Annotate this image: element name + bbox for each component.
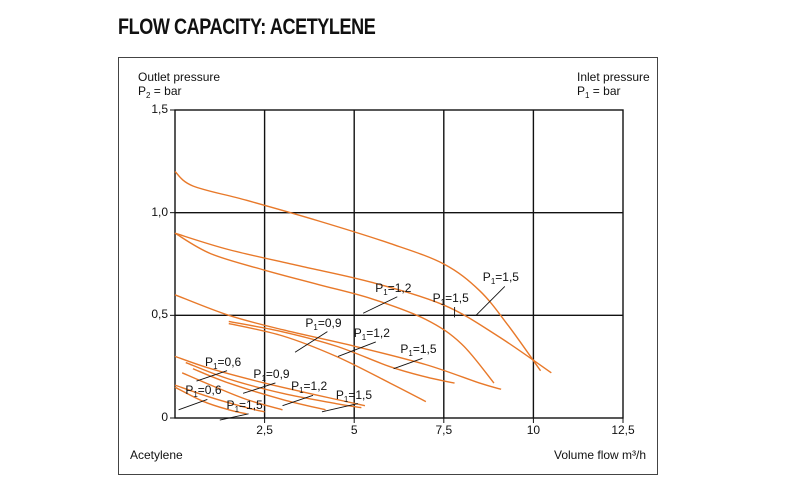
label-leader <box>196 370 228 382</box>
y-tick-label: 0,5 <box>151 307 168 322</box>
series-line <box>174 294 502 390</box>
series-line <box>174 355 366 407</box>
label-leader <box>178 398 208 411</box>
label-leader <box>393 357 423 370</box>
page-title: FLOW CAPACITY: ACETYLENE <box>118 14 376 39</box>
label-leader <box>219 413 249 421</box>
series-line <box>185 361 362 409</box>
y-tick-label: 0 <box>161 410 168 424</box>
x-tick-label: 2,5 <box>256 423 273 437</box>
y-axis-label: Outlet pressure P2 = bar <box>138 70 221 100</box>
series-line <box>228 320 455 384</box>
label-leader <box>294 331 328 353</box>
curves <box>174 171 552 415</box>
series-label: P1=0,6 <box>205 354 242 371</box>
label-leader <box>362 296 398 314</box>
x-tick-label: 5 <box>350 423 358 437</box>
series-line <box>174 232 495 384</box>
label-leader <box>282 394 314 407</box>
label-leader <box>475 286 506 316</box>
series-line <box>174 386 247 415</box>
y-tick-label: 1,5 <box>151 102 168 116</box>
series-label: P1=1,2 <box>353 325 390 342</box>
plot-border <box>174 109 624 419</box>
x-tick-label: 7,5 <box>435 423 453 437</box>
x-tick-label: 10 <box>526 423 541 437</box>
series-label: P1=1,5 <box>432 291 469 307</box>
series-line <box>181 372 283 411</box>
series-label: P1=1,5 <box>400 342 437 359</box>
x-axis-label: Volume flow m³/h <box>554 448 647 462</box>
label-leader <box>337 341 376 357</box>
series-line <box>192 368 326 411</box>
label-leader <box>242 382 276 394</box>
series-label: P1=0,9 <box>253 366 290 383</box>
x-tick-label: 12,5 <box>611 423 635 437</box>
series-label: P1=0,9 <box>305 315 342 332</box>
series-line <box>228 322 427 403</box>
series-label: P1=1,5 <box>335 387 373 404</box>
label-leaders <box>178 286 506 421</box>
series-label: P1=1,5 <box>482 270 519 287</box>
series-label: P1=1,2 <box>375 280 412 297</box>
chart-frame <box>118 57 658 475</box>
label-leader <box>321 403 358 413</box>
series-label: P1=0,6 <box>185 383 222 400</box>
series-line <box>174 232 552 374</box>
series-line <box>174 384 265 413</box>
series-line <box>174 171 542 372</box>
series-label: P1=1,5 <box>226 397 263 414</box>
gas-label: Acetylene <box>130 448 183 462</box>
inlet-pressure-label: Inlet pressure P1 = bar <box>577 70 650 100</box>
y-tick-label: 1,0 <box>151 204 168 219</box>
series-label: P1=1,2 <box>291 379 328 396</box>
